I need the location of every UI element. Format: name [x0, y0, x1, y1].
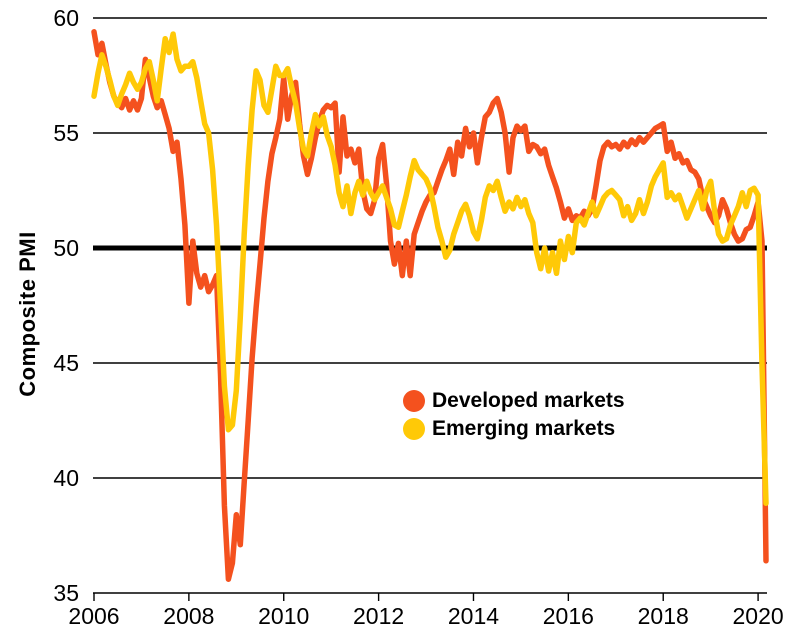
y-tick-label-45: 45 [53, 350, 79, 376]
x-tick-label-2006: 2006 [68, 603, 119, 629]
y-tick-label-35: 35 [53, 580, 79, 606]
y-tick-label-60: 60 [53, 5, 79, 31]
x-tick-label-2014: 2014 [448, 603, 499, 629]
emerging-markets-label: Emerging markets [432, 417, 616, 440]
legend-item-developed-markets: Developed markets [403, 387, 625, 415]
legend-item-emerging-markets: Emerging markets [403, 415, 625, 443]
y-tick-label-40: 40 [53, 465, 79, 491]
y-tick-label-55: 55 [53, 120, 79, 146]
x-tick-label-2010: 2010 [258, 603, 309, 629]
x-tick-label-2008: 2008 [163, 603, 214, 629]
x-tick-label-2018: 2018 [638, 603, 689, 629]
x-tick-label-2016: 2016 [543, 603, 594, 629]
x-tick-label-2020: 2020 [733, 603, 784, 629]
series-line-emerging [91, 31, 769, 507]
series-line-developed [91, 29, 769, 582]
y-axis-title: Composite PMI [15, 231, 40, 397]
x-tick-label-2012: 2012 [353, 603, 404, 629]
y-tick-label-50: 50 [53, 235, 79, 261]
legend: Developed markets Emerging markets [403, 387, 625, 443]
developed-markets-label: Developed markets [432, 389, 625, 412]
developed-markets-swatch [403, 390, 425, 412]
emerging-markets-swatch [403, 418, 425, 440]
